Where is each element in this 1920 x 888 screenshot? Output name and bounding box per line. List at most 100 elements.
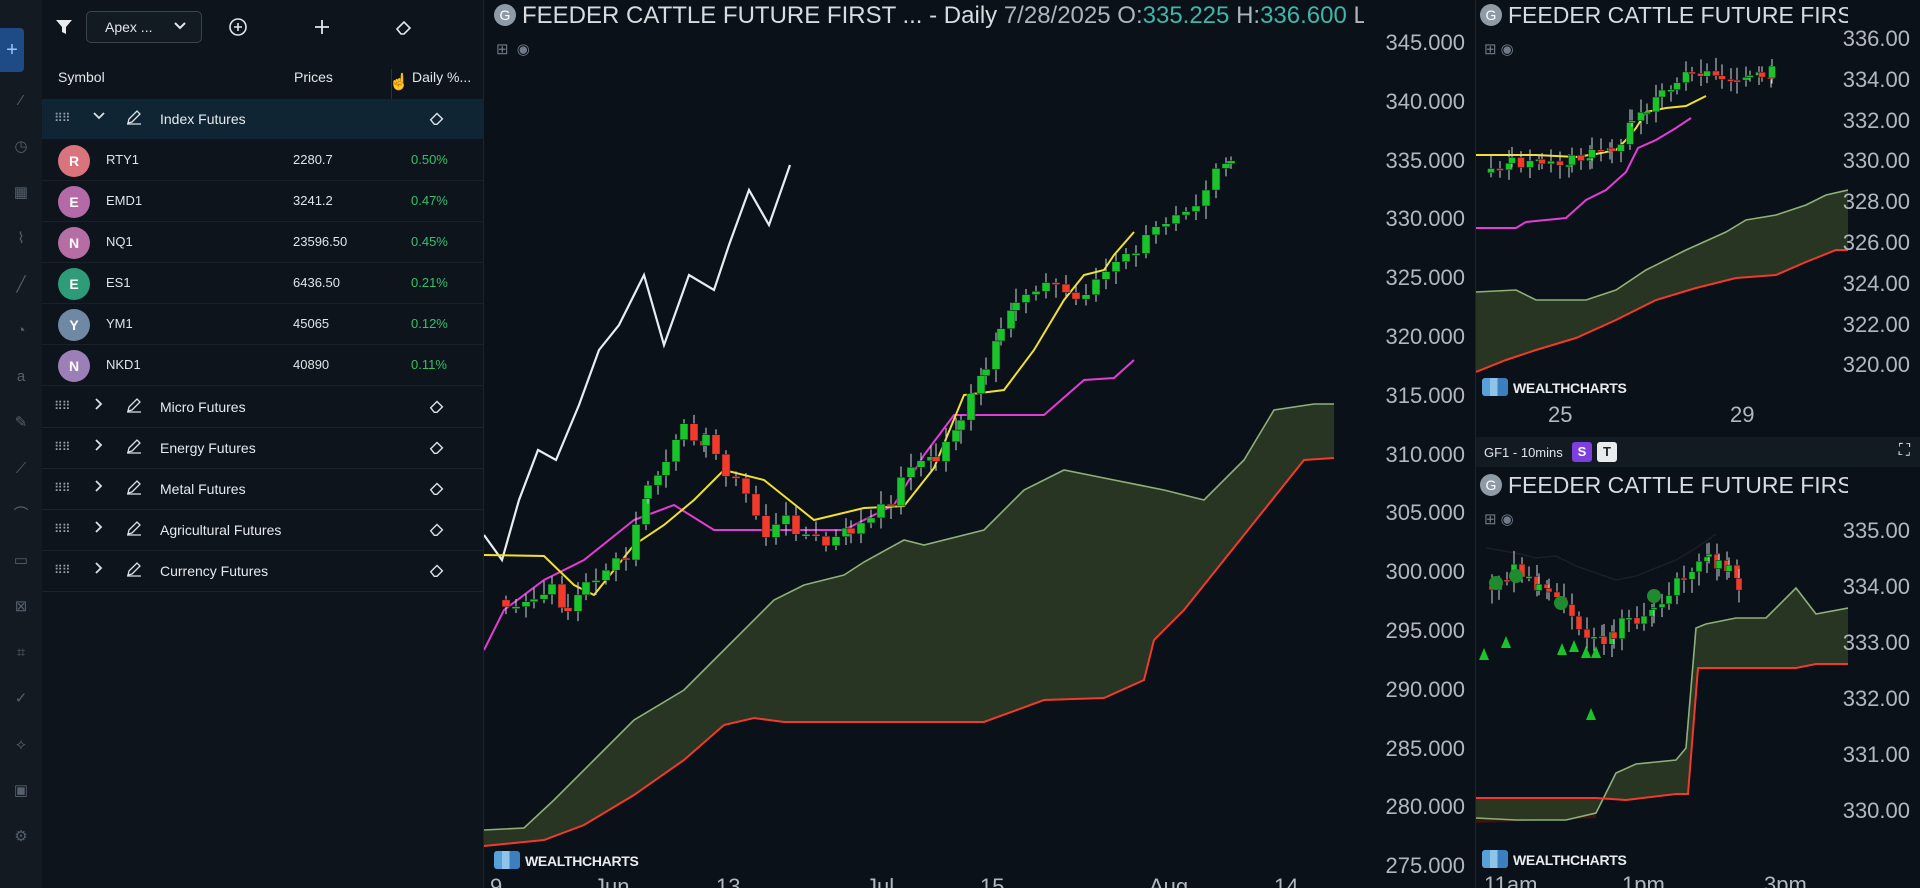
expand-icon[interactable]: ⊞ (496, 41, 509, 58)
pill-s-button[interactable]: S (1572, 442, 1592, 462)
chevron-right-icon[interactable] (92, 520, 106, 537)
drag-handle-icon[interactable]: ⠿⠿ (54, 111, 71, 125)
candle (916, 460, 926, 468)
trend-line-tool-icon[interactable]: ⁄ (19, 92, 23, 109)
maximize-icon[interactable]: ⛶ (1898, 442, 1910, 459)
zoom-tool-icon[interactable]: ⌗ (16, 644, 26, 661)
drag-handle-icon[interactable]: ⠿⠿ (54, 481, 71, 495)
candle (811, 533, 821, 537)
y-tick-label: 345.000 (1385, 30, 1465, 55)
bottom-right-price-axis[interactable]: 335.00 334.00 333.00 332.00 331.00 330.00 (1843, 468, 1920, 888)
group-metal-futures[interactable]: ⠿⠿ Metal Futures (42, 469, 483, 510)
node-tool-icon[interactable]: ⟡ (16, 736, 26, 753)
delete-tool-icon[interactable]: ⊠ (14, 598, 28, 615)
expand-icon[interactable]: ⊞ (1484, 511, 1497, 528)
candle (1658, 89, 1666, 98)
list-item[interactable]: Y YM1 45065 0.12% (42, 304, 483, 345)
edit-icon[interactable] (126, 397, 142, 417)
plus-icon[interactable] (310, 14, 334, 40)
main-chart-canvas[interactable] (484, 0, 1364, 888)
main-price-axis[interactable]: 345.000 340.000 335.000 330.000 325.000 320.0… (1364, 0, 1475, 888)
add-circle-icon[interactable] (226, 14, 250, 40)
candle (741, 477, 751, 495)
panel-divider[interactable] (1475, 0, 1476, 888)
group-index-futures[interactable]: ⠿⠿ Index Futures (42, 99, 483, 139)
candle (1718, 75, 1726, 80)
edit-icon[interactable] (126, 438, 142, 458)
eraser-icon[interactable] (428, 397, 446, 419)
expand-icon[interactable]: ⊞ (1484, 41, 1497, 58)
ruler-tool-icon[interactable]: ⟋ (15, 460, 27, 477)
edit-icon[interactable] (126, 479, 142, 499)
edit-icon[interactable] (126, 520, 142, 540)
top-right-chart[interactable]: G FEEDER CATTLE FUTURE FIRS ⊞ ◉ WEALTHCHAR… (1476, 0, 1848, 436)
brush-tool-icon[interactable]: ✎ (14, 414, 28, 431)
eraser-icon[interactable] (392, 14, 416, 40)
list-item[interactable]: E EMD1 3241.2 0.47% (42, 181, 483, 222)
drag-handle-icon[interactable]: ⠿⠿ (54, 522, 71, 536)
eraser-icon[interactable] (428, 520, 446, 542)
chevron-right-icon[interactable] (92, 479, 106, 496)
eye-icon[interactable]: ◉ (516, 41, 530, 58)
eye-icon[interactable]: ◉ (1500, 511, 1514, 528)
eraser-icon[interactable] (428, 479, 446, 501)
group-agricultural-futures[interactable]: ⠿⠿ Agricultural Futures (42, 510, 483, 551)
rectangle-tool-icon[interactable]: ▭ (13, 552, 29, 569)
fib-tool-icon[interactable]: ⌇ (17, 230, 25, 247)
chevron-right-icon[interactable] (92, 438, 106, 455)
column-prices[interactable]: Prices (294, 69, 333, 85)
bottom-right-chart-canvas[interactable] (1476, 468, 1848, 888)
timeframe-label[interactable]: GF1 - 10mins (1484, 445, 1563, 460)
measure-tool-icon[interactable]: ⌒ (13, 506, 29, 523)
check-tool-icon[interactable]: ✓ (14, 690, 28, 707)
crosshair-tool-icon[interactable]: + (0, 28, 24, 72)
top-right-price-axis[interactable]: 336.00 334.00 332.00 330.00 328.00 326.00 324.… (1843, 0, 1920, 400)
drag-handle-icon[interactable]: ⠿⠿ (54, 563, 71, 577)
candle (1688, 571, 1696, 580)
column-divider[interactable] (391, 69, 392, 106)
chevron-down-icon[interactable] (92, 109, 106, 126)
candle (781, 515, 791, 525)
column-daily-change[interactable]: Daily %... (412, 69, 472, 85)
group-currency-futures[interactable]: ⠿⠿ Currency Futures (42, 551, 483, 592)
list-item[interactable]: N NKD1 40890 0.11% (42, 345, 483, 386)
filter-icon[interactable] (52, 14, 76, 40)
eraser-icon[interactable] (428, 438, 446, 460)
bottom-right-chart[interactable]: G FEEDER CATTLE FUTURE FIRS ⊞ ◉ WEALTHCHAR… (1476, 468, 1848, 888)
group-micro-futures[interactable]: ⠿⠿ Micro Futures (42, 387, 483, 428)
eraser-icon[interactable] (428, 561, 446, 583)
chevron-right-icon[interactable] (92, 561, 106, 578)
settings-tool-icon[interactable]: ⚙ (14, 828, 28, 845)
text-tool-icon[interactable]: a (16, 368, 26, 385)
buy-signal-marker (1591, 646, 1601, 658)
line-tool-icon[interactable]: ╱ (16, 276, 26, 293)
list-item[interactable]: N NQ1 23596.50 0.45% (42, 222, 483, 263)
pill-t-button[interactable]: T (1597, 442, 1617, 462)
drag-handle-icon[interactable]: ⠿⠿ (54, 440, 71, 454)
y-tick-label: 280.000 (1385, 794, 1465, 820)
list-item[interactable]: R RTY1 2280.7 0.50% (42, 140, 483, 181)
calendar-tool-icon[interactable]: ▦ (13, 184, 29, 201)
chevron-right-icon[interactable] (92, 397, 106, 414)
group-energy-futures[interactable]: ⠿⠿ Energy Futures (42, 428, 483, 469)
candle (1525, 576, 1533, 579)
candle (1091, 279, 1101, 295)
eye-icon[interactable]: ◉ (1500, 41, 1514, 58)
main-chart[interactable]: G FEEDER CATTLE FUTURE FIRST ... - Daily … (484, 0, 1364, 888)
arc-tool-icon[interactable]: ◔ (16, 322, 26, 339)
drag-handle-icon[interactable]: ⠿⠿ (54, 399, 71, 413)
clock-tool-icon[interactable]: ◷ (14, 138, 28, 155)
eraser-icon[interactable] (428, 109, 446, 131)
edit-icon[interactable] (126, 561, 142, 581)
watchlist-selector[interactable]: Apex ... (86, 11, 202, 43)
candle (1618, 617, 1626, 639)
top-right-chart-canvas[interactable] (1476, 0, 1848, 436)
symbol-name: ES1 (106, 275, 131, 290)
x-tick-label: Aug (1149, 874, 1189, 888)
screen-tool-icon[interactable]: ▣ (13, 782, 29, 799)
high-label: H: (1236, 2, 1261, 29)
column-symbol[interactable]: Symbol (58, 69, 105, 85)
edit-icon[interactable] (126, 109, 142, 129)
symbol-daily-change: 0.21% (411, 275, 448, 290)
list-item[interactable]: E ES1 6436.50 0.21% (42, 263, 483, 304)
